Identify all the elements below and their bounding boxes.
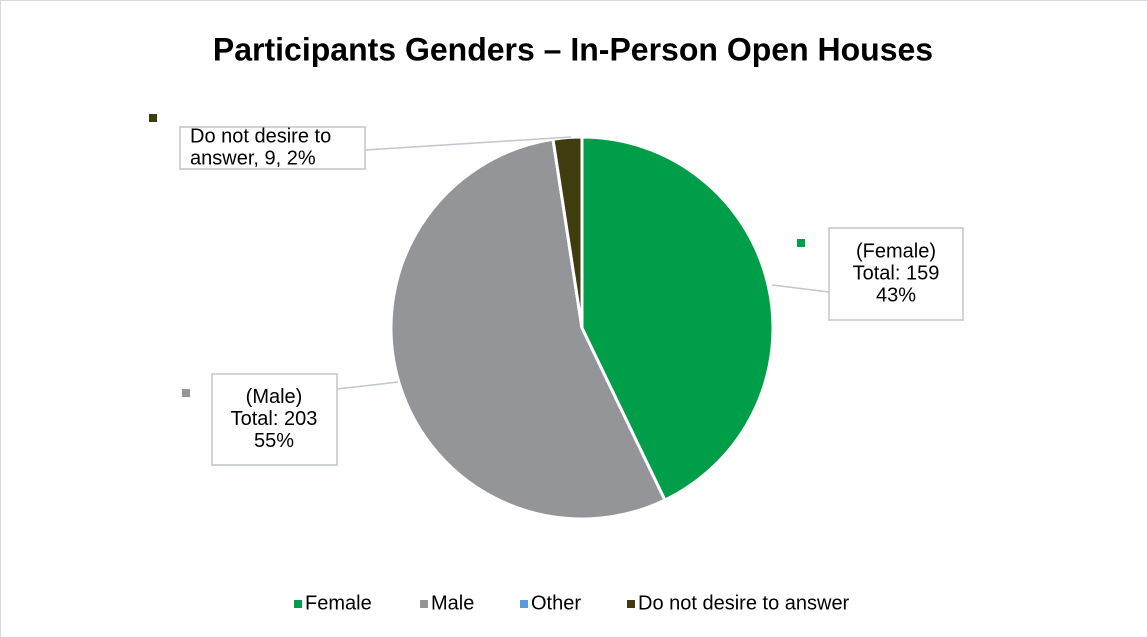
legend-marker xyxy=(294,600,302,608)
legend-marker xyxy=(627,600,635,608)
pie-slice xyxy=(389,137,667,521)
label-box xyxy=(211,373,338,466)
legend-marker xyxy=(520,600,528,608)
data-label: Total: 159 xyxy=(853,262,940,284)
data-label: 55% xyxy=(254,430,294,452)
legend-marker xyxy=(420,600,428,608)
legend-label: Male xyxy=(431,592,474,614)
data-label: (Male) xyxy=(246,386,303,408)
chart-title: Participants Genders – In-Person Open Ho… xyxy=(213,31,933,67)
leader-line xyxy=(336,381,399,390)
data-label: Do not desire to xyxy=(190,125,331,147)
leader-line xyxy=(771,284,830,293)
label-marker xyxy=(797,239,805,247)
label-marker xyxy=(149,114,157,122)
label-box xyxy=(828,227,964,321)
data-label: 43% xyxy=(876,284,916,306)
pie-slice xyxy=(580,135,775,503)
legend-label: Female xyxy=(305,592,372,614)
label-marker xyxy=(182,389,190,397)
data-label: answer, 9, 2% xyxy=(190,147,316,169)
label-box xyxy=(179,126,366,170)
data-label: Total: 203 xyxy=(231,408,318,430)
legend-label: Do not desire to answer xyxy=(638,592,850,614)
leader-line xyxy=(364,136,572,151)
data-label: (Female) xyxy=(856,240,936,262)
legend-label: Other xyxy=(531,592,581,614)
